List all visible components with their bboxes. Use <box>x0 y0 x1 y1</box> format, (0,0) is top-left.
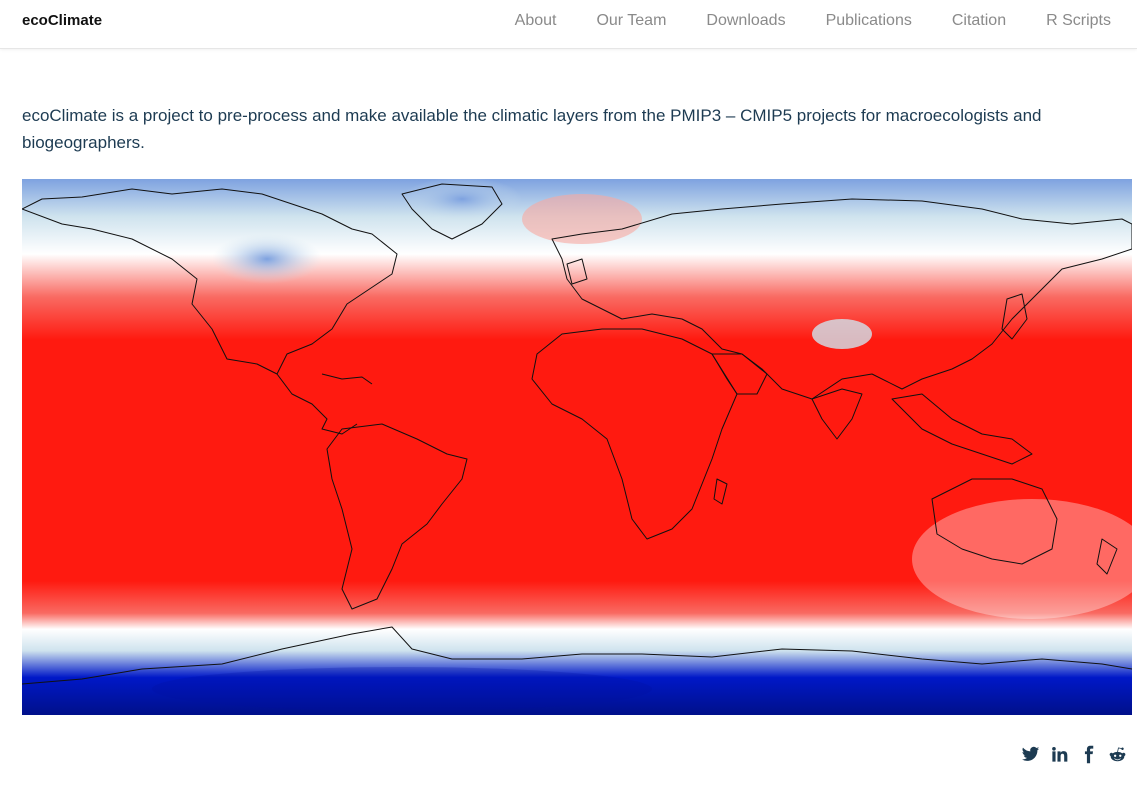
climate-map-image <box>22 179 1132 715</box>
cool-patch-southeast <box>912 499 1132 619</box>
coast-greenland <box>401 183 503 240</box>
nav-about[interactable]: About <box>514 12 557 29</box>
twitter-share-button[interactable] <box>1021 744 1040 764</box>
twitter-icon <box>1021 746 1040 761</box>
coast-central-america <box>276 373 358 435</box>
coast-japan <box>1001 293 1028 340</box>
share-bar <box>1021 744 1127 764</box>
cold-patch-greenland <box>402 179 522 221</box>
nav-citation[interactable]: Citation <box>951 12 1007 29</box>
reddit-icon <box>1109 746 1126 761</box>
main-nav: About Our Team Downloads Publications Ci… <box>475 11 1111 31</box>
coast-british-isles <box>566 258 588 285</box>
coast-north-america <box>22 188 398 375</box>
temperature-field <box>22 179 1132 715</box>
navbar: ecoClimate About Our Team Downloads Publ… <box>0 0 1137 49</box>
coast-south-america <box>326 423 468 610</box>
linkedin-share-button[interactable] <box>1050 744 1069 764</box>
coast-new-zealand <box>1096 538 1118 575</box>
cold-patch-north-america <box>212 234 322 284</box>
cool-patch-tibet <box>812 319 872 349</box>
coast-southeast-asia <box>891 393 1033 465</box>
facebook-icon <box>1084 745 1094 763</box>
coastlines <box>22 183 1132 685</box>
polar-band <box>152 667 652 711</box>
coast-africa <box>531 328 738 540</box>
facebook-share-button[interactable] <box>1079 744 1098 764</box>
nav-our-team[interactable]: Our Team <box>596 12 667 29</box>
coast-europe-asia <box>551 198 1132 400</box>
intro-paragraph: ecoClimate is a project to pre-process a… <box>22 106 1042 152</box>
coast-arabia <box>711 353 768 395</box>
brand-logo[interactable]: ecoClimate <box>22 12 103 29</box>
reddit-share-button[interactable] <box>1108 744 1127 764</box>
nav-downloads[interactable]: Downloads <box>706 12 786 29</box>
coast-australia <box>931 478 1058 565</box>
warm-patch-north-atlantic <box>522 194 642 244</box>
linkedin-icon <box>1052 746 1068 762</box>
coast-madagascar <box>713 478 728 505</box>
nav-r-scripts[interactable]: R Scripts <box>1046 12 1111 29</box>
nav-publications[interactable]: Publications <box>825 12 912 29</box>
coast-caribbean <box>321 373 373 385</box>
world-climate-map <box>22 179 1132 715</box>
coast-antarctica <box>22 626 1132 685</box>
coast-india <box>811 388 863 440</box>
